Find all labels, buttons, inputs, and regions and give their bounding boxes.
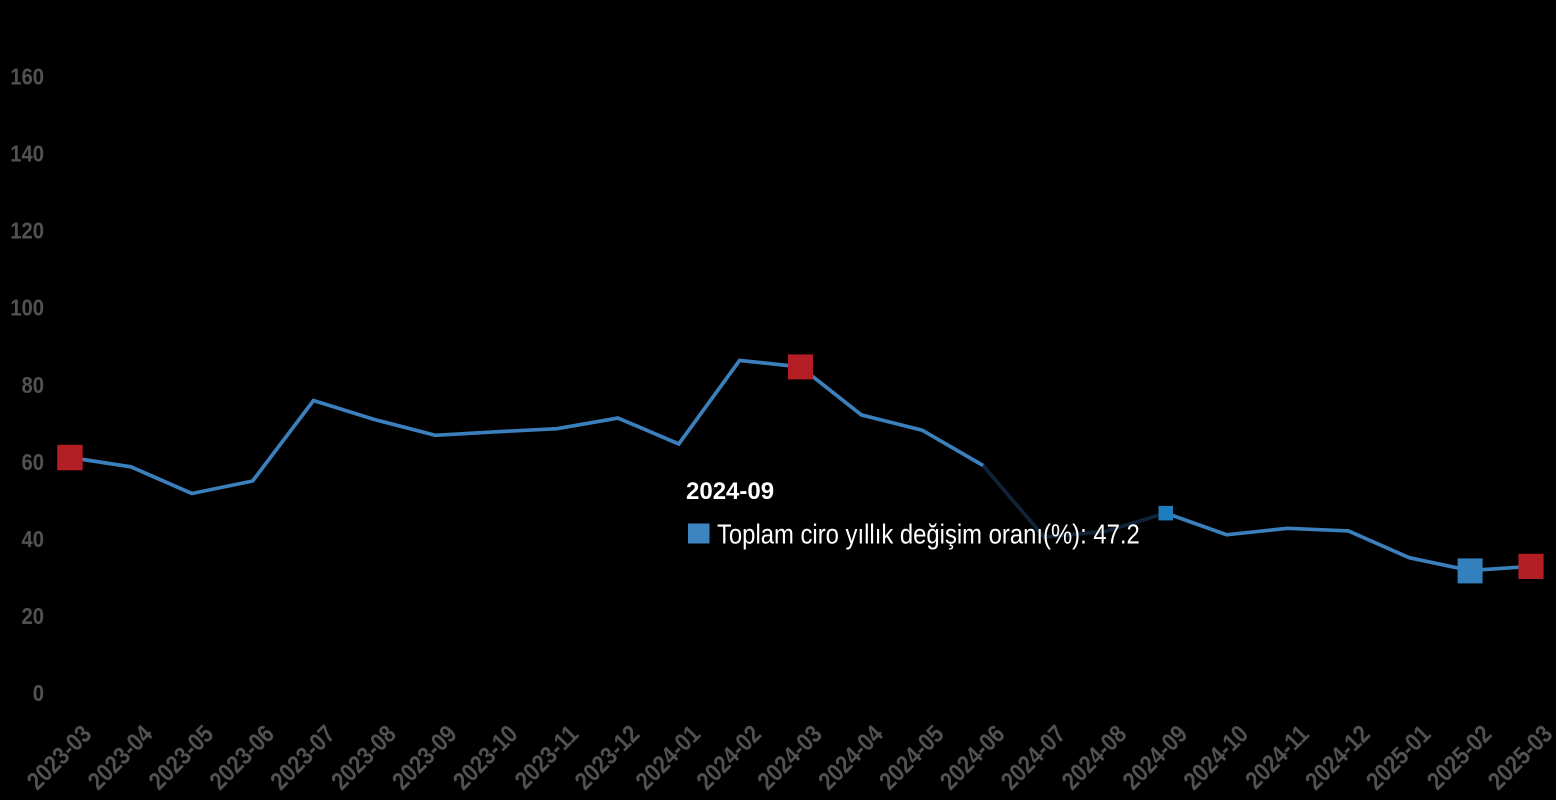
svg-text:0: 0 [33, 680, 44, 707]
svg-text:120: 120 [10, 217, 44, 244]
svg-text:2024-09: 2024-09 [686, 478, 774, 505]
svg-text:40: 40 [21, 526, 44, 553]
svg-text:Toplam ciro yıllık değişim ora: Toplam ciro yıllık değişim oranı(%): 47.… [717, 518, 1140, 550]
svg-text:140: 140 [10, 140, 44, 167]
svg-text:60: 60 [21, 449, 44, 476]
svg-text:20: 20 [21, 603, 44, 630]
svg-text:80: 80 [21, 372, 44, 399]
svg-text:160: 160 [10, 63, 44, 90]
svg-text:100: 100 [10, 294, 44, 321]
